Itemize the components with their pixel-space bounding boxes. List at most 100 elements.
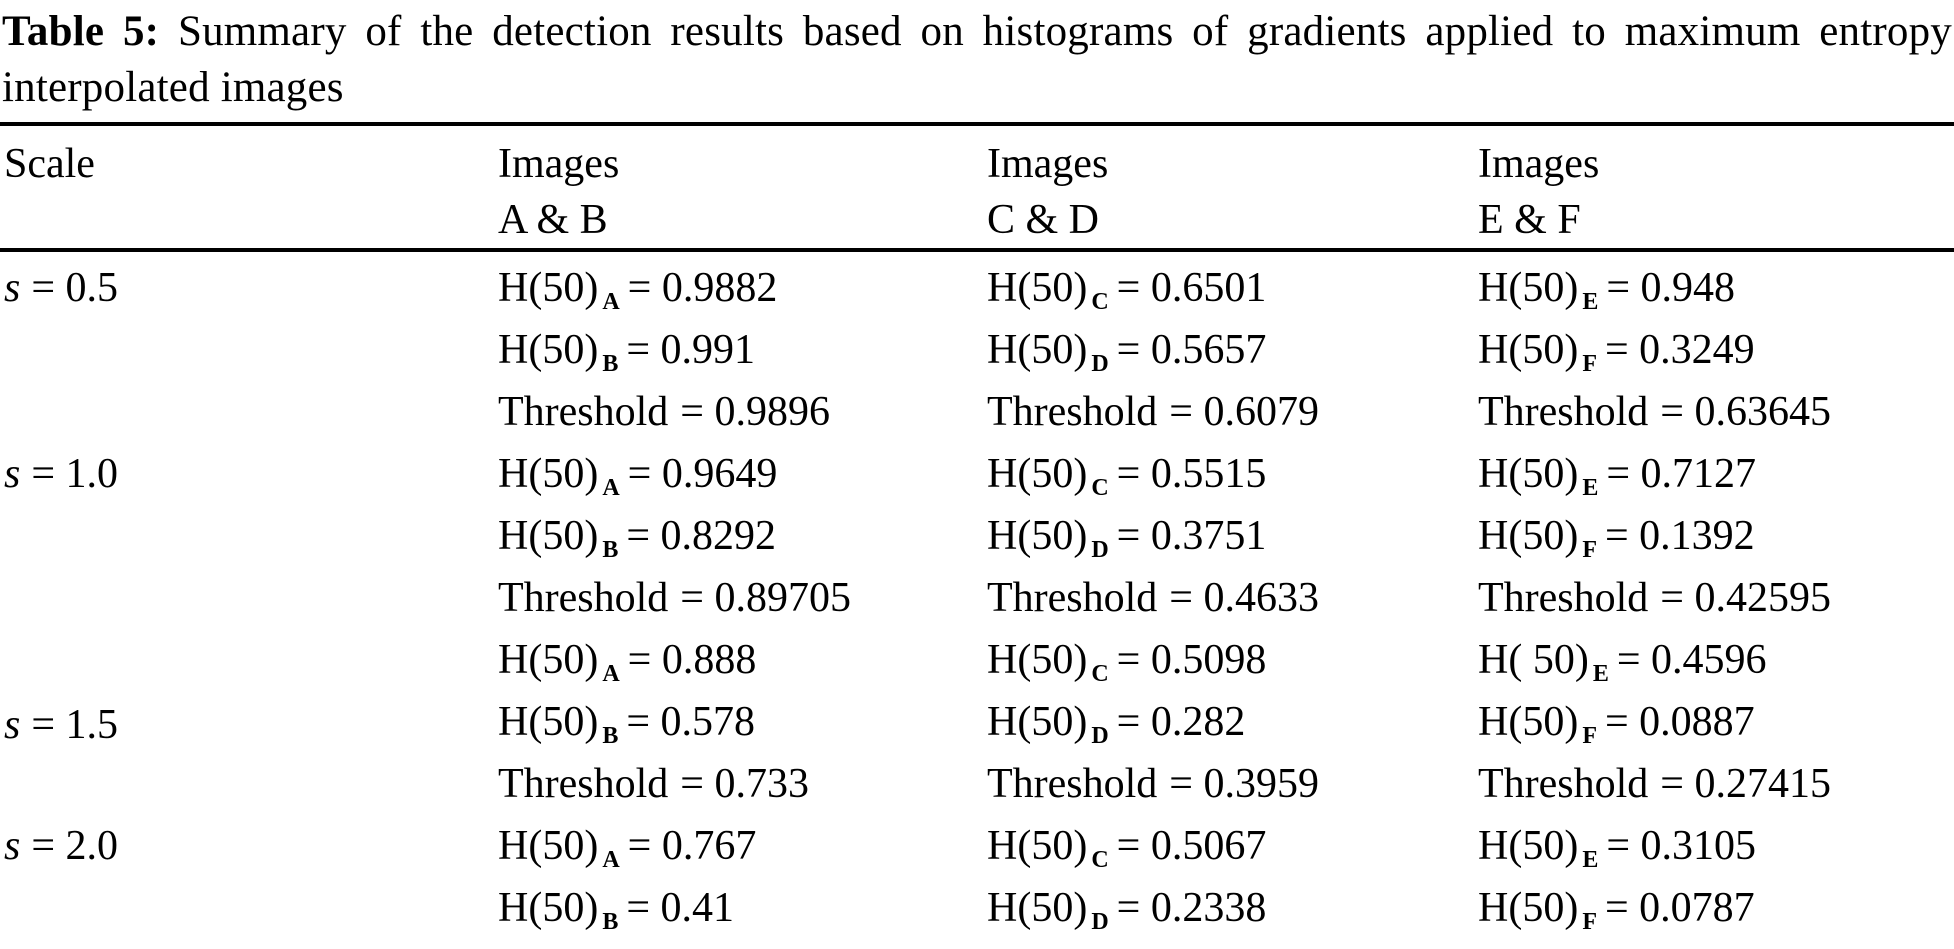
threshold-line: Threshold = 0.4633 [987,570,1478,632]
image-subscript: B [602,723,619,749]
measure-label: H(50) [1478,885,1579,931]
measure-value: = 0.41 [626,885,735,931]
measure-value: = 0.63645 [1660,389,1831,435]
col-header-scale: Scale [4,136,498,248]
scale-label: s = 1.0 [4,446,498,502]
caption-text: Summary of the detection results based o… [2,8,1952,111]
measure-label: Threshold [987,389,1158,435]
measure-label: H(50) [987,699,1088,745]
measure-label: H(50) [498,451,599,497]
measure-label: H(50) [1478,265,1579,311]
measurement-line: H(50) A = 0.9882 [498,260,987,322]
measure-label: Threshold [498,575,669,621]
data-cell-images-ab: H(50) A = 0.888 H(50) B = 0.578 Threshold = 0… [498,632,987,818]
data-cell-images-ef: H(50)E= 0.3105 H(50)F= 0.0787 Threshold=… [1478,818,1954,949]
caption-label: Table 5: [2,8,160,55]
measure-value: = 0.6079 [1169,389,1319,435]
measurement-line: H(50) F = 0.0887 [1478,694,1954,756]
measurement-line: H(50) D = 0.282 [987,694,1478,756]
header-line: Images [1478,141,1600,187]
measure-label: H(50) [1478,327,1579,373]
header-line: C & D [987,197,1100,243]
measure-value: = 0.9649 [627,451,778,497]
measure-value: = 0.9896 [680,389,830,435]
measurement-line: H(50) A = 0.888 [498,632,987,694]
measure-label: Threshold [987,575,1158,621]
table-row-s15: s = 1.5 H(50) A = 0.888 H(50) B = 0.578 Thres… [0,632,1954,818]
measure-value: = 0.991 [626,327,756,373]
measure-label: H(50) [498,637,599,683]
image-subscript: F [1582,909,1597,935]
measure-value: = 0.4633 [1169,575,1319,621]
measure-label: Threshold [1478,947,1648,949]
image-subscript: F [1582,351,1597,377]
measure-value: = 0.578 [626,699,756,745]
measure-value: = 0.3751 [1116,513,1267,559]
measure-label: H(50) [987,451,1088,497]
table-header-row: Scale Images A & B Images C & D Images E… [0,126,1954,248]
measure-label: H(50) [498,513,599,559]
image-subscript: E [1592,661,1609,687]
threshold-line: Threshold = 0.1946 [1478,942,1954,949]
threshold-line: Threshold = 0.63645 [1478,384,1954,446]
image-subscript: A [602,847,620,873]
measure-label: H(50) [987,885,1088,931]
measure-value: = 0.888 [627,637,757,683]
measure-label: H(50) [498,699,599,745]
image-subscript: F [1582,723,1597,749]
measure-value: = 0.767 [627,823,757,869]
image-subscript: B [602,909,619,935]
measure-value: = 0.1946 [1660,947,1810,949]
measure-label: H(50) [498,265,599,311]
image-subscript: B [602,351,619,377]
scale-value: = 2.0 [31,823,119,869]
measure-value: = 0.0887 [1604,699,1755,745]
measurement-line: H(50) B = 0.41 [498,880,987,942]
measure-label: H(50) [987,823,1088,869]
measure-value: = 0.3105 [1606,823,1757,869]
scale-label: s = 0.5 [4,260,498,316]
scale-value: = 1.0 [31,451,119,497]
data-cell-images-ab: H(50) A = 0.9882 H(50) B = 0.991 Threshold = … [498,260,987,446]
header-line: Images [987,141,1109,187]
table-body: s = 0.5 H(50) A = 0.9882 H(50) B = 0.991 Thre… [0,252,1954,949]
threshold-line: Threshold = 0.733 [498,756,987,818]
measure-value: = 0.3249 [1604,327,1755,373]
measurement-line: H(50) E = 0.7127 [1478,446,1954,508]
measurement-line: H(50) F = 0.1392 [1478,508,1954,570]
measurement-line: H(50) B = 0.578 [498,694,987,756]
image-subscript: E [1582,847,1599,873]
measure-label: H(50) [1478,451,1579,497]
scale-variable: s [4,265,21,311]
measure-value: = 0.4596 [1616,637,1767,683]
measure-label: Threshold [1478,761,1649,807]
header-line: Scale [4,141,95,187]
measure-label: Threshold [498,761,669,807]
measurement-line: H(50) E = 0.3105 [1478,818,1954,880]
measure-label: H(50) [987,637,1088,683]
measure-label: H(50) [498,327,599,373]
measure-label: Threshold [498,389,669,435]
image-subscript: E [1582,289,1599,315]
measurement-line: H(50) D = 0.2338 [987,880,1478,942]
measure-label: H(50) [498,823,599,869]
measure-label: Threshold [987,761,1158,807]
scale-variable: s [4,451,21,497]
image-subscript: C [1091,847,1109,873]
measure-value: = 0.9882 [627,265,778,311]
image-subscript: C [1091,661,1109,687]
image-subscript: A [602,475,620,501]
scale-cell: s = 0.5 [4,260,498,446]
measurement-line: H(50) D = 0.3751 [987,508,1478,570]
measurement-line: H(50) B = 0.991 [498,322,987,384]
threshold-line: Threshold = 0.5885 [498,942,987,949]
scale-variable: s [4,702,21,748]
scale-variable: s [4,823,21,869]
measure-value: = 0.3959 [1169,761,1319,807]
measure-value: = 0.5098 [1116,637,1267,683]
threshold-line: Threshold = 0.3959 [987,756,1478,818]
data-cell-images-ef: H(50) E = 0.7127 H(50) F = 0.1392 Threshold =… [1478,446,1954,632]
measure-value: = 0.8292 [626,513,777,559]
scale-value: = 1.5 [31,702,119,748]
measure-label: H(50) [1478,513,1579,559]
